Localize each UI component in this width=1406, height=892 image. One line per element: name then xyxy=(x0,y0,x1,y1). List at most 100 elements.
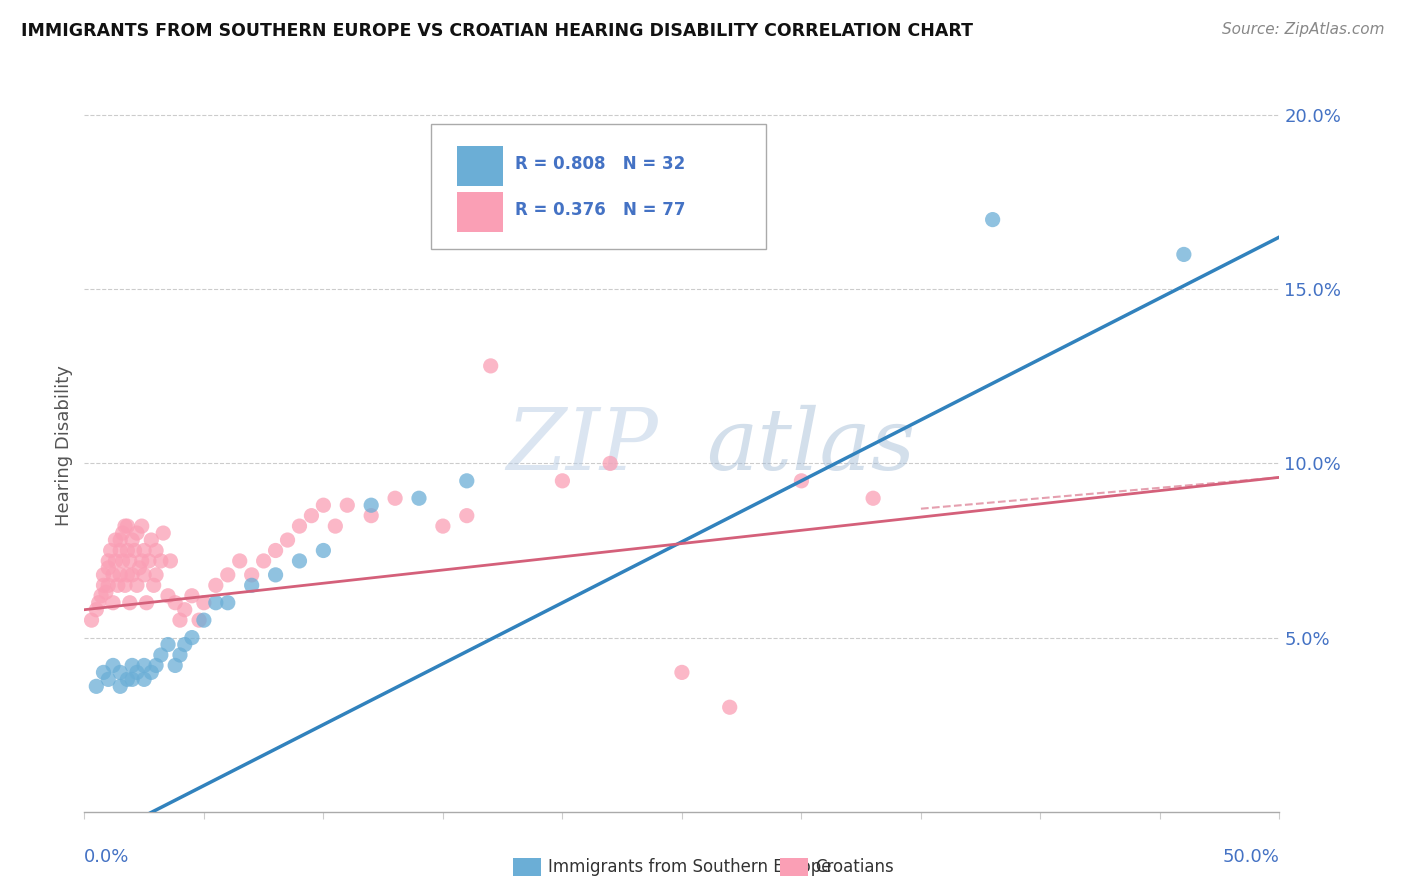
Point xyxy=(101,658,124,673)
Point xyxy=(165,658,187,673)
Point xyxy=(384,491,406,506)
Point xyxy=(114,578,136,592)
Point xyxy=(169,648,191,662)
Point xyxy=(114,519,136,533)
Point xyxy=(80,613,103,627)
Point xyxy=(718,700,741,714)
Point xyxy=(132,673,156,687)
Point xyxy=(111,554,134,568)
Point xyxy=(132,543,156,558)
Point xyxy=(118,554,141,568)
Point xyxy=(110,679,132,693)
Point xyxy=(671,665,693,680)
Point xyxy=(181,631,204,645)
Point xyxy=(149,648,172,662)
Point xyxy=(277,533,299,547)
Text: Croatians: Croatians xyxy=(815,858,894,876)
FancyBboxPatch shape xyxy=(432,124,766,249)
Text: Immigrants from Southern Europe: Immigrants from Southern Europe xyxy=(548,858,832,876)
Text: Source: ZipAtlas.com: Source: ZipAtlas.com xyxy=(1222,22,1385,37)
Text: R = 0.808   N = 32: R = 0.808 N = 32 xyxy=(515,154,685,173)
Point xyxy=(94,585,117,599)
Point xyxy=(145,658,167,673)
Point xyxy=(325,519,347,533)
Point xyxy=(181,589,204,603)
Point xyxy=(599,457,621,471)
Point xyxy=(121,533,143,547)
Point xyxy=(205,578,228,592)
Point xyxy=(110,533,132,547)
Point xyxy=(205,596,228,610)
Point xyxy=(90,589,112,603)
Point xyxy=(93,578,115,592)
Point xyxy=(217,567,239,582)
Point xyxy=(456,508,478,523)
Point xyxy=(152,526,174,541)
Point xyxy=(551,474,574,488)
Point xyxy=(264,543,287,558)
Point xyxy=(117,673,139,687)
Point xyxy=(145,567,167,582)
Point xyxy=(790,474,813,488)
Text: 50.0%: 50.0% xyxy=(1223,848,1279,866)
Point xyxy=(253,554,276,568)
Point xyxy=(110,665,132,680)
Point xyxy=(118,596,141,610)
Point xyxy=(229,554,252,568)
Point xyxy=(408,491,430,506)
Point xyxy=(165,596,187,610)
Point xyxy=(981,212,1004,227)
Bar xyxy=(457,146,503,186)
Text: atlas: atlas xyxy=(706,405,915,487)
Point xyxy=(169,613,191,627)
Text: 0.0%: 0.0% xyxy=(84,848,129,866)
Point xyxy=(173,638,195,652)
Point xyxy=(132,658,156,673)
Point xyxy=(117,543,139,558)
Point xyxy=(159,554,181,568)
Point xyxy=(141,665,163,680)
Point xyxy=(121,567,143,582)
Point xyxy=(360,498,382,512)
Point xyxy=(288,519,311,533)
Point xyxy=(240,567,263,582)
Point xyxy=(125,578,148,592)
Point xyxy=(101,596,124,610)
Point xyxy=(142,578,165,592)
Text: R = 0.376   N = 77: R = 0.376 N = 77 xyxy=(515,202,685,219)
Point xyxy=(107,578,129,592)
Point xyxy=(93,665,115,680)
Point xyxy=(110,543,132,558)
Point xyxy=(97,578,120,592)
Point xyxy=(121,673,143,687)
Point xyxy=(125,526,148,541)
Point xyxy=(240,578,263,592)
Point xyxy=(87,596,110,610)
Point xyxy=(193,613,215,627)
Point xyxy=(125,665,148,680)
Point xyxy=(141,533,163,547)
Point xyxy=(131,519,153,533)
Point xyxy=(135,596,157,610)
Point xyxy=(97,554,120,568)
Point xyxy=(360,508,382,523)
Point xyxy=(456,474,478,488)
Point xyxy=(301,508,323,523)
Point xyxy=(217,596,239,610)
Point xyxy=(193,596,215,610)
Point xyxy=(104,554,127,568)
Point xyxy=(124,543,146,558)
Point xyxy=(1173,247,1195,261)
Point xyxy=(104,533,127,547)
Point xyxy=(138,554,160,568)
Point xyxy=(110,567,132,582)
Point xyxy=(173,603,195,617)
Point xyxy=(86,679,108,693)
Point xyxy=(101,567,124,582)
Point xyxy=(432,519,454,533)
Point xyxy=(93,567,115,582)
Point xyxy=(128,561,150,575)
Point xyxy=(86,603,108,617)
Point xyxy=(336,498,359,512)
Point xyxy=(312,498,335,512)
